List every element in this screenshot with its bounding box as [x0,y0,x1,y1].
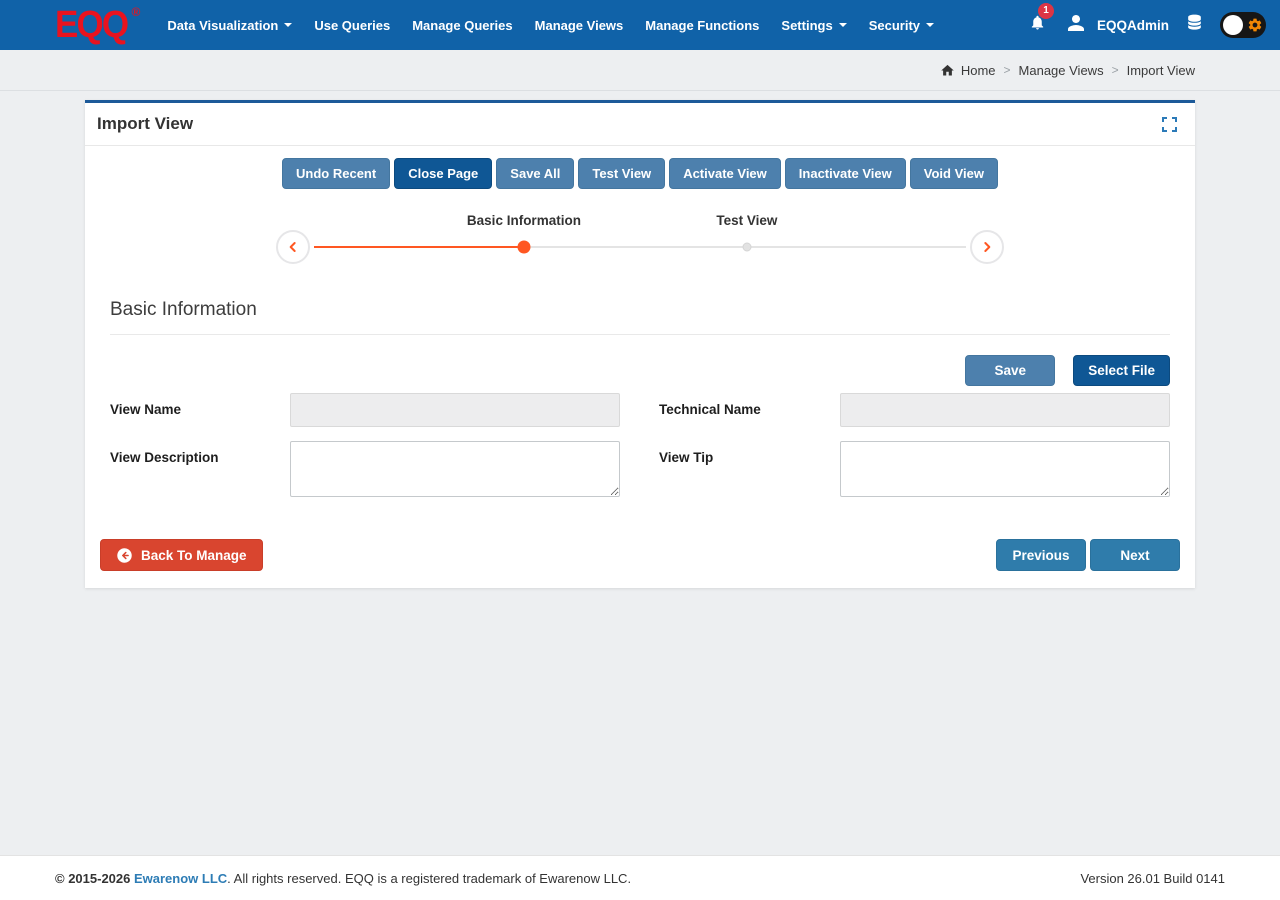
version-label: Version 26.01 Build 0141 [1080,870,1225,886]
page-body: Import View Undo Recent Close Page Save … [0,91,1280,855]
username-label: EQQAdmin [1096,17,1169,33]
step-label-test-view: Test View [716,213,778,228]
user-icon [1064,11,1088,40]
activate-view-button[interactable]: Activate View [669,158,781,189]
gear-icon [1247,17,1263,33]
wizard-stepper: Basic Information Test View [276,203,1004,271]
select-file-button[interactable]: Select File [1073,355,1170,386]
user-menu[interactable]: EQQAdmin [1064,11,1169,40]
expand-icon [1162,116,1177,132]
page-title: Import View [97,114,194,133]
menu-item-manage-queries[interactable]: Manage Queries [412,17,513,33]
section-heading: Basic Information [110,299,1170,335]
menu-item-use-queries[interactable]: Use Queries [314,17,391,33]
copyright-suffix: . All rights reserved. EQQ is a register… [227,870,632,886]
registered-trademark-symbol: ® [131,5,141,19]
back-to-manage-button[interactable]: Back To Manage [100,539,263,571]
test-view-button[interactable]: Test View [578,158,666,189]
technical-name-input[interactable] [840,393,1170,427]
close-page-button[interactable]: Close Page [394,158,493,189]
chevron-down-icon [926,23,935,27]
breadcrumb-import-view: Import View [1126,62,1195,78]
arrow-left-circle-icon [116,547,133,564]
view-tip-textarea[interactable] [840,441,1170,497]
file-actions-row: Save Select File [110,355,1170,386]
view-description-textarea[interactable] [290,441,620,497]
breadcrumb: Home > Manage Views > Import View [0,50,1280,91]
menu-item-security[interactable]: Security [858,0,945,50]
top-navbar: EQQ ® Data Visualization Use Queries Man… [0,0,1280,50]
view-name-label: View Name [110,402,182,417]
home-icon [940,63,955,78]
inactivate-view-button[interactable]: Inactivate View [784,158,906,189]
view-description-label: View Description [110,450,219,465]
basic-information-form: View Name Technical Name View Descriptio… [110,393,1170,497]
toggle-knob [1223,15,1243,35]
step-dot-basic-information[interactable] [517,240,531,254]
menu-item-manage-views[interactable]: Manage Views [534,17,624,33]
expand-button[interactable] [1160,115,1179,134]
step-dot-test-view[interactable] [742,242,752,252]
company-link[interactable]: Ewarenow LLC [133,870,228,886]
form-row-descriptions: View Description View Tip [110,441,1170,497]
bell-icon [1029,15,1046,36]
stepper-progress [314,246,524,248]
menu-item-settings[interactable]: Settings [770,0,857,50]
breadcrumb-separator: > [1111,63,1119,77]
breadcrumb-home[interactable]: Home [940,63,996,78]
database-button[interactable] [1185,12,1204,38]
menu-item-data-visualization[interactable]: Data Visualization [156,0,303,50]
notification-count-badge: 1 [1037,3,1054,19]
view-action-toolbar: Undo Recent Close Page Save All Test Vie… [85,158,1195,189]
step-label-basic-information: Basic Information [466,213,581,228]
logo-text: EQQ [55,4,129,46]
breadcrumb-manage-views[interactable]: Manage Views [1018,62,1104,78]
stepper-previous-button[interactable] [276,230,310,264]
next-button[interactable]: Next [1090,539,1180,571]
menu-item-manage-functions[interactable]: Manage Functions [645,17,760,33]
database-icon [1185,12,1204,38]
copyright-text: © 2015-2026 Ewarenow LLC. All rights res… [55,871,631,886]
chevron-down-icon [838,23,847,27]
notifications-button[interactable]: 1 [1027,3,1054,41]
stepper-next-button[interactable] [970,230,1004,264]
main-menu: Data Visualization Use Queries Manage Qu… [156,0,945,50]
navbar-right-group: 1 EQQAdmin [1027,3,1266,41]
chevron-right-icon [979,239,995,255]
stepper-track: Basic Information Test View [314,213,966,254]
void-view-button[interactable]: Void View [909,158,998,189]
breadcrumb-separator: > [1003,63,1011,77]
chevron-left-icon [285,239,301,255]
page-footer: © 2015-2026 Ewarenow LLC. All rights res… [0,855,1280,900]
form-row-names: View Name Technical Name [110,393,1170,427]
undo-recent-button[interactable]: Undo Recent [282,158,391,189]
card-header: Import View [85,103,1195,146]
bottom-actions-row: Back To Manage Previous Next [100,539,1180,571]
view-name-input[interactable] [290,393,620,427]
import-view-card: Import View Undo Recent Close Page Save … [85,100,1195,588]
view-tip-label: View Tip [659,450,714,465]
chevron-down-icon [284,23,293,27]
copyright-years: © 2015-2026 [55,870,134,886]
technical-name-label: Technical Name [659,402,761,417]
app-logo[interactable]: EQQ ® [55,2,140,48]
save-button[interactable]: Save [965,355,1056,386]
save-all-button[interactable]: Save All [496,158,575,189]
previous-button[interactable]: Previous [996,539,1086,571]
theme-toggle[interactable] [1220,12,1266,38]
